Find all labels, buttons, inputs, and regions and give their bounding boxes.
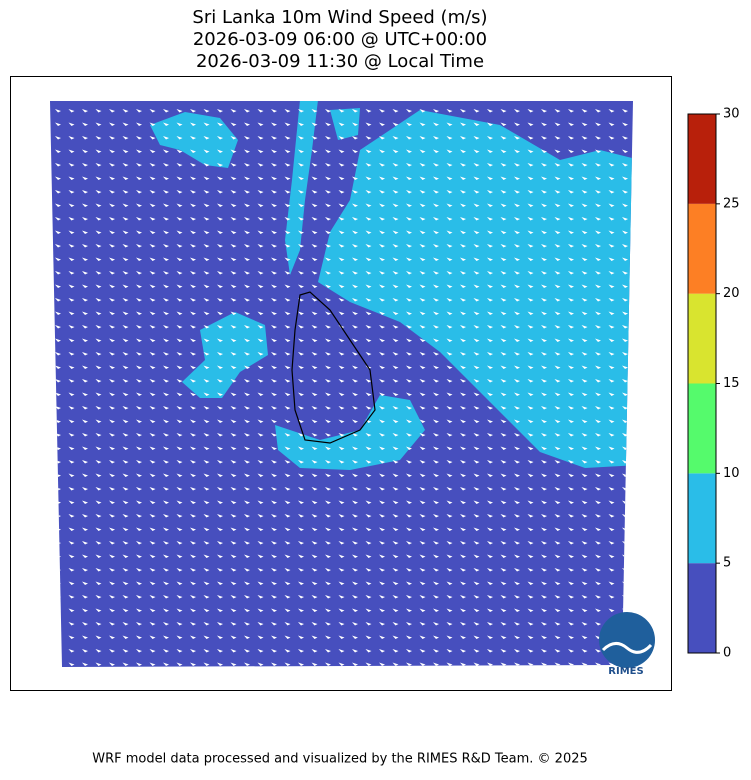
wind-field [50, 101, 633, 667]
title-line: 2026-03-09 11:30 @ Local Time [196, 51, 484, 72]
colorbar-segment [688, 203, 716, 294]
colorbar: 0 5 10 15 20 25 30 [687, 107, 740, 661]
wind-arrows [50, 101, 633, 667]
logo-wave [601, 642, 653, 654]
logo-emblem [599, 612, 655, 668]
sri-lanka-coastline [291, 291, 376, 444]
title-line: Sri Lanka 10m Wind Speed (m/s) [192, 7, 487, 28]
colorbar-segment [688, 383, 716, 474]
colorbar-tick-label: 5 [723, 556, 731, 571]
logo-text: RIMES [608, 666, 643, 677]
colorbar-tick-label: 25 [723, 196, 740, 211]
colorbar-tick-label: 30 [723, 107, 740, 122]
colorbar-segment [688, 293, 716, 384]
colorbar-tick-label: 20 [723, 286, 740, 301]
colorbar-segment [688, 114, 716, 204]
colorbar-segment [688, 563, 716, 653]
title-line: 2026-03-09 06:00 @ UTC+00:00 [193, 29, 487, 50]
colorbar-tick-label: 15 [723, 376, 740, 391]
colorbar-tick-label: 0 [723, 646, 731, 661]
colorbar-tick-label: 10 [723, 466, 740, 481]
footer: WRF model data processed and visualized … [92, 752, 588, 767]
colorbar-segment [688, 473, 716, 564]
